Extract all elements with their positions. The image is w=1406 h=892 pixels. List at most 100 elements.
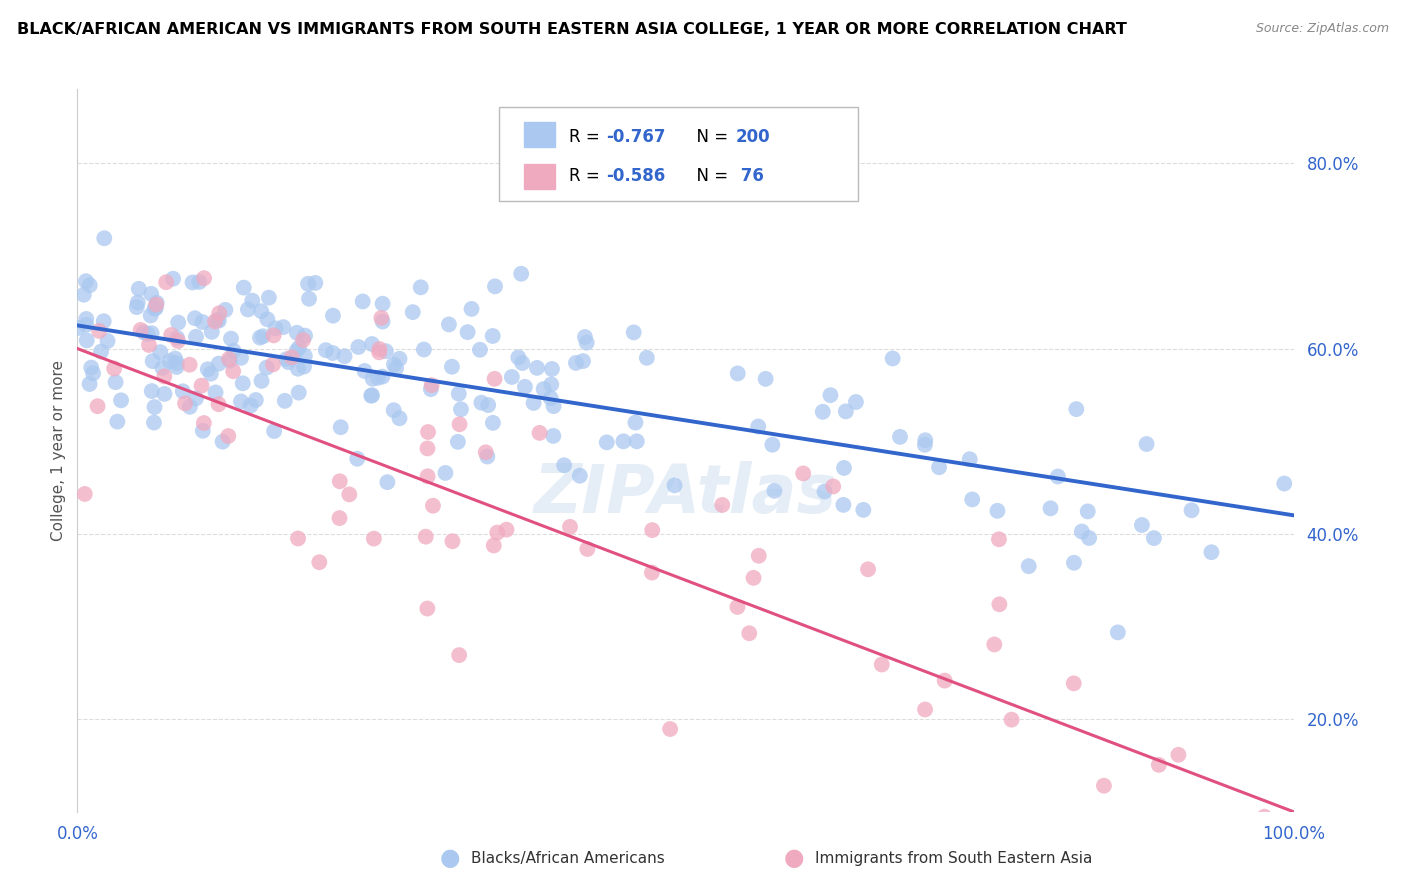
Point xyxy=(304,276,326,290)
Point xyxy=(222,343,245,358)
Point xyxy=(988,597,1011,611)
Point xyxy=(623,326,645,340)
Point xyxy=(219,353,242,368)
Point xyxy=(371,369,394,384)
Point xyxy=(738,626,761,640)
Point xyxy=(1253,810,1275,824)
Text: 76: 76 xyxy=(735,168,765,186)
Point xyxy=(820,388,842,402)
Point xyxy=(274,393,297,408)
Point xyxy=(288,341,311,355)
Point xyxy=(1130,518,1153,533)
Point xyxy=(239,399,262,413)
Text: Source: ZipAtlas.com: Source: ZipAtlas.com xyxy=(1256,22,1389,36)
Point xyxy=(285,326,308,340)
Point xyxy=(76,334,98,348)
Point xyxy=(641,523,664,537)
Point xyxy=(914,434,936,448)
Point xyxy=(240,293,263,308)
Point xyxy=(558,520,581,534)
Y-axis label: College, 1 year or more: College, 1 year or more xyxy=(51,360,66,541)
Point xyxy=(572,354,595,368)
Point xyxy=(262,358,284,372)
Point xyxy=(73,287,96,301)
Point xyxy=(447,386,470,401)
Point xyxy=(82,367,104,381)
Point xyxy=(612,434,634,449)
Point xyxy=(263,424,285,438)
Point xyxy=(232,280,254,294)
Point xyxy=(179,358,201,372)
Point xyxy=(184,330,207,344)
Point xyxy=(624,416,647,430)
Point xyxy=(501,370,523,384)
Point xyxy=(832,498,855,512)
Point xyxy=(470,395,492,409)
Point xyxy=(959,452,981,467)
Point xyxy=(287,385,309,400)
Point xyxy=(474,445,496,459)
Point xyxy=(197,362,219,376)
Point xyxy=(89,324,111,338)
Point xyxy=(219,332,242,346)
Point xyxy=(193,271,215,285)
Text: R =: R = xyxy=(569,168,606,186)
Point xyxy=(440,359,463,374)
Point xyxy=(217,429,239,443)
Point xyxy=(388,351,411,366)
Point xyxy=(184,311,207,326)
Point xyxy=(190,378,212,392)
Point xyxy=(460,301,482,316)
Point xyxy=(574,330,596,344)
Point xyxy=(495,523,517,537)
Point xyxy=(1092,779,1115,793)
Point xyxy=(934,673,956,688)
Point xyxy=(361,337,384,351)
Point xyxy=(416,425,439,439)
Point xyxy=(232,376,254,391)
Text: ZIPAtlas: ZIPAtlas xyxy=(534,461,837,527)
Point xyxy=(449,648,471,662)
Point xyxy=(204,385,226,400)
Point xyxy=(1070,524,1092,539)
Point xyxy=(727,599,749,614)
Point xyxy=(257,291,280,305)
Point xyxy=(368,345,391,359)
Point xyxy=(280,350,302,364)
Point xyxy=(813,484,835,499)
Point xyxy=(755,372,778,386)
Point xyxy=(526,360,548,375)
Point xyxy=(513,380,536,394)
Point xyxy=(141,384,163,398)
Point xyxy=(149,345,172,359)
Point xyxy=(315,343,337,358)
Point xyxy=(641,566,664,580)
Point xyxy=(93,231,115,245)
Point xyxy=(256,312,278,326)
Point xyxy=(193,416,215,430)
Point xyxy=(1063,676,1085,690)
Point xyxy=(361,372,384,386)
Point xyxy=(172,384,194,399)
Point xyxy=(1066,402,1088,417)
Point xyxy=(181,276,204,290)
Point xyxy=(852,503,875,517)
Point xyxy=(1039,501,1062,516)
Point xyxy=(67,321,90,335)
Point xyxy=(97,334,120,348)
Text: 200: 200 xyxy=(735,128,770,145)
Point xyxy=(174,396,197,410)
Point xyxy=(1180,503,1202,517)
Point xyxy=(162,271,184,285)
Point xyxy=(382,358,405,372)
Point xyxy=(297,277,319,291)
Point xyxy=(482,416,505,430)
Point xyxy=(529,425,551,440)
Point xyxy=(1272,476,1295,491)
Point xyxy=(292,333,315,347)
Point xyxy=(333,349,356,363)
Point xyxy=(294,328,316,343)
Point xyxy=(543,399,565,413)
Point xyxy=(201,325,224,339)
Point xyxy=(533,382,555,396)
